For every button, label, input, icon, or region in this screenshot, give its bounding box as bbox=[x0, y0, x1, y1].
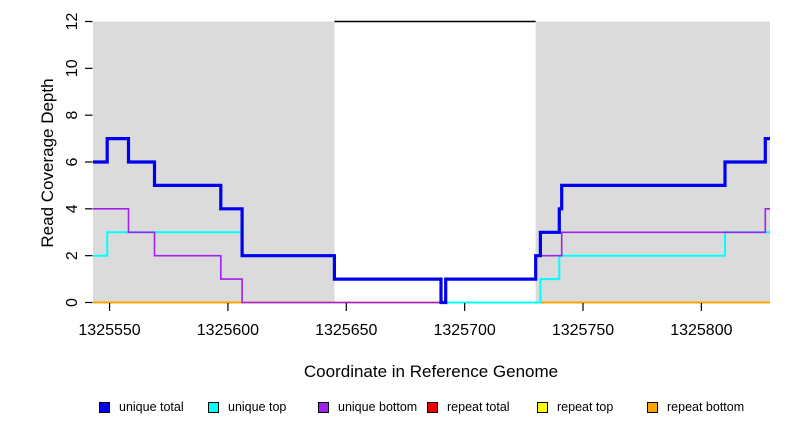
series-line-unique-total bbox=[93, 137, 770, 305]
y-tick-label: 12 bbox=[64, 13, 81, 31]
y-tick-label: 8 bbox=[64, 111, 81, 120]
x-tick-label: 1325650 bbox=[315, 322, 377, 339]
x-axis-title: Coordinate in Reference Genome bbox=[303, 362, 559, 381]
y-axis-title: Read Coverage Depth bbox=[38, 78, 57, 248]
repeat-region-highlight bbox=[334, 21, 536, 303]
y-tick-label: 10 bbox=[64, 59, 81, 77]
series-line-unique-bottom bbox=[93, 208, 770, 304]
x-tick-label: 1325700 bbox=[433, 322, 495, 339]
x-tick-label: 1325550 bbox=[78, 322, 140, 339]
y-tick-label: 4 bbox=[64, 204, 81, 213]
y-tick-label: 2 bbox=[64, 251, 81, 260]
y-tick-label: 6 bbox=[64, 157, 81, 166]
x-tick-label: 1325600 bbox=[197, 322, 259, 339]
x-tick-label: 1325800 bbox=[670, 322, 732, 339]
x-tick-label: 1325750 bbox=[552, 322, 614, 339]
y-tick-label: 0 bbox=[64, 298, 81, 307]
